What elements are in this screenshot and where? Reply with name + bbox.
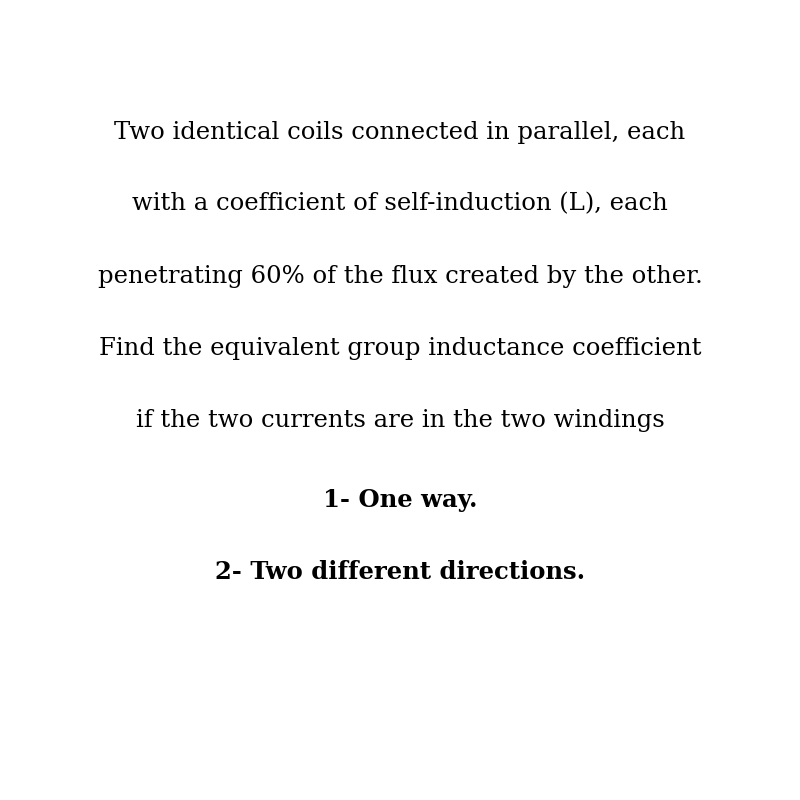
Text: 1- One way.: 1- One way. [322,488,478,512]
Text: with a coefficient of self-induction (L), each: with a coefficient of self-induction (L)… [132,193,668,215]
Text: Two identical coils connected in parallel, each: Two identical coils connected in paralle… [114,121,686,143]
Text: 2- Two different directions.: 2- Two different directions. [215,560,585,584]
Text: penetrating 60% of the flux created by the other.: penetrating 60% of the flux created by t… [98,265,702,287]
Text: Find the equivalent group inductance coefficient: Find the equivalent group inductance coe… [98,337,702,359]
Text: if the two currents are in the two windings: if the two currents are in the two windi… [136,409,664,431]
